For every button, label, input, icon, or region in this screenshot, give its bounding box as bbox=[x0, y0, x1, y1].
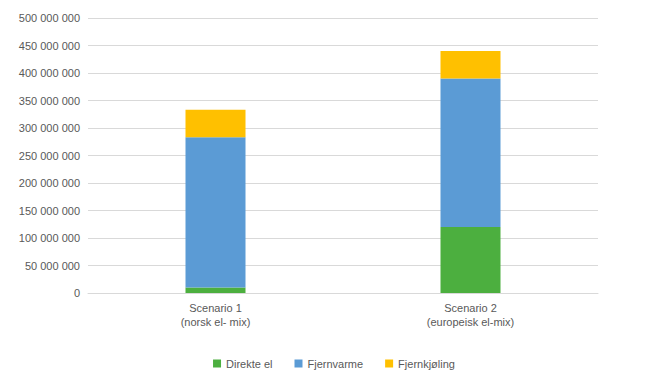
svg-text:50 000 000: 50 000 000 bbox=[25, 260, 80, 272]
svg-text:(europeisk el-mix): (europeisk el-mix) bbox=[427, 316, 514, 328]
svg-text:Fjernkjøling: Fjernkjøling bbox=[398, 358, 455, 370]
svg-text:250 000 000: 250 000 000 bbox=[19, 150, 80, 162]
svg-text:450 000 000: 450 000 000 bbox=[19, 40, 80, 52]
svg-text:Fjernvarme: Fjernvarme bbox=[307, 358, 363, 370]
svg-text:400 000 000: 400 000 000 bbox=[19, 67, 80, 79]
svg-text:Scenario 2: Scenario 2 bbox=[444, 302, 497, 314]
svg-text:150 000 000: 150 000 000 bbox=[19, 205, 80, 217]
svg-text:200 000 000: 200 000 000 bbox=[19, 177, 80, 189]
svg-text:100 000 000: 100 000 000 bbox=[19, 232, 80, 244]
svg-text:(norsk el- mix): (norsk el- mix) bbox=[181, 316, 251, 328]
svg-text:Direkte el: Direkte el bbox=[226, 358, 272, 370]
svg-text:0: 0 bbox=[74, 287, 80, 299]
svg-text:350 000 000: 350 000 000 bbox=[19, 95, 80, 107]
svg-text:500 000 000: 500 000 000 bbox=[19, 12, 80, 24]
svg-text:300 000 000: 300 000 000 bbox=[19, 122, 80, 134]
svg-text:Scenario 1: Scenario 1 bbox=[189, 302, 242, 314]
